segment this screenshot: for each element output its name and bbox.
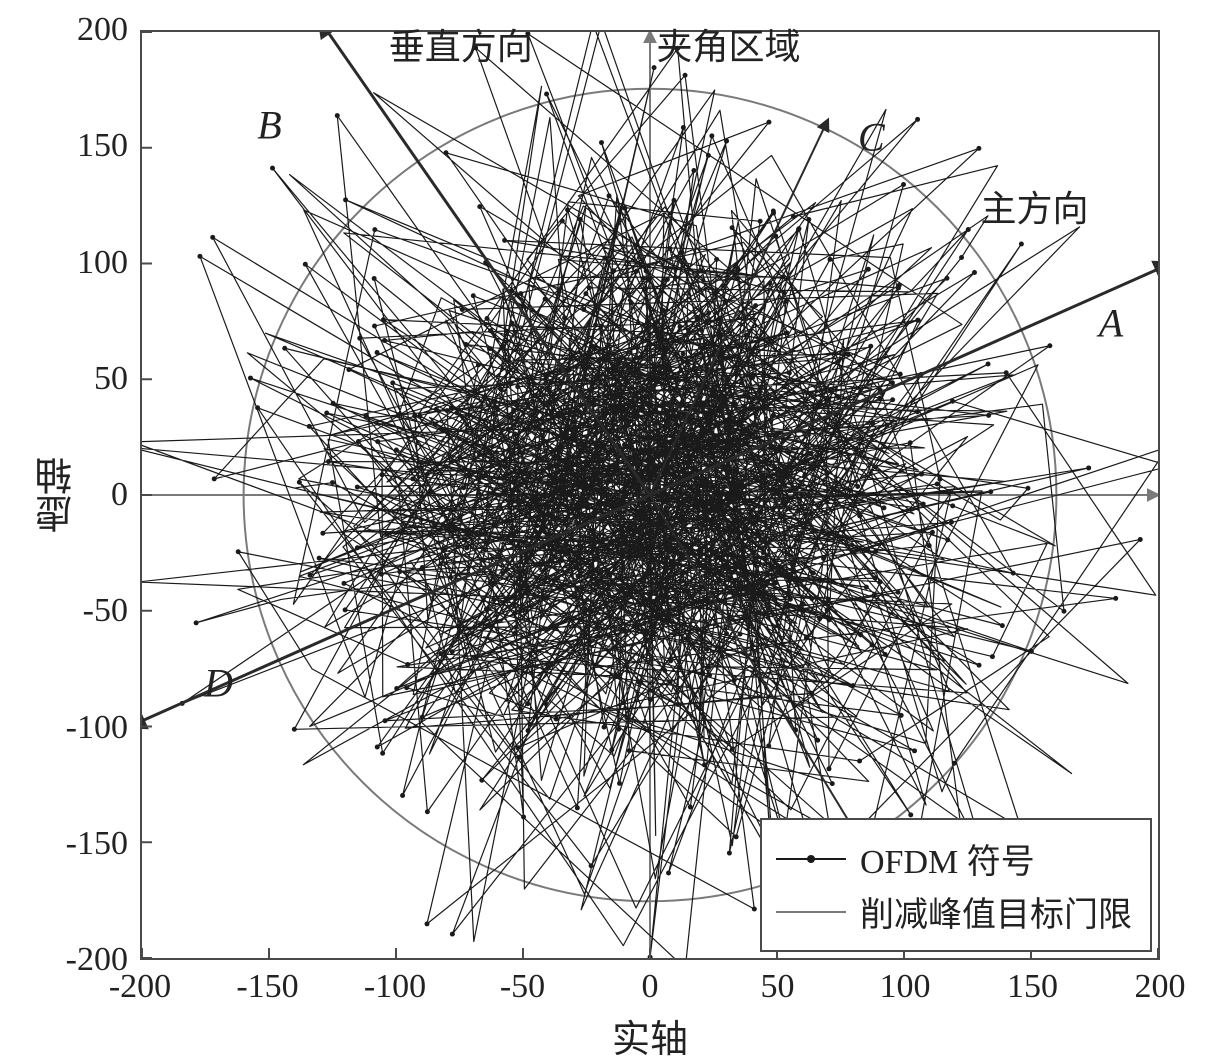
y-tick-label: -100: [66, 709, 128, 747]
y-tick-label: -200: [66, 941, 128, 979]
legend-item-threshold: 削减峰值目标门限: [776, 887, 1132, 936]
figure-root: 垂直方向 夹角区域 主方向 A B C D OFDM 符号 削减峰值目标门限: [0, 0, 1218, 1053]
legend-item-ofdm: OFDM 符号: [776, 834, 1132, 883]
legend-marker-icon: [807, 855, 815, 863]
x-tick-label: 100: [880, 968, 931, 1006]
y-tick-label: 0: [111, 476, 128, 514]
y-tick-label: 200: [77, 11, 128, 49]
x-tick-label: -100: [364, 968, 426, 1006]
legend-label: 削减峰值目标门限: [860, 887, 1132, 936]
y-tick-label: -150: [66, 825, 128, 863]
y-tick-label: -50: [83, 592, 128, 630]
plot-area: 垂直方向 夹角区域 主方向 A B C D OFDM 符号 削减峰值目标门限: [140, 30, 1160, 960]
x-tick-label: 50: [761, 968, 795, 1006]
legend-box: OFDM 符号 削减峰值目标门限: [760, 818, 1152, 952]
legend-line-icon: [776, 911, 846, 913]
x-tick-label: 200: [1135, 968, 1186, 1006]
x-tick-label: 150: [1007, 968, 1058, 1006]
x-tick-label: 0: [642, 968, 659, 1006]
x-tick-label: -150: [236, 968, 298, 1006]
y-tick-label: 50: [94, 360, 128, 398]
legend-swatch-threshold: [776, 898, 846, 926]
x-tick-label: -50: [500, 968, 545, 1006]
legend-swatch-ofdm: [776, 845, 846, 873]
y-tick-label: 100: [77, 244, 128, 282]
x-axis-label: 实轴: [612, 1008, 688, 1063]
y-axis-label: 虚轴: [30, 457, 85, 533]
legend-label: OFDM 符号: [860, 834, 1035, 883]
y-tick-label: 150: [77, 127, 128, 165]
